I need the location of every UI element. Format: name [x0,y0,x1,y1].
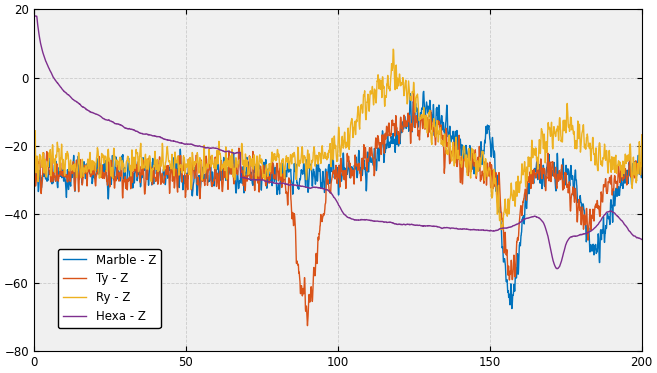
Marble - Z [561,180,569,184]
Ry - Z [389,47,397,51]
Ty - Z [304,323,311,328]
Ry - Z [497,228,505,232]
Ry - Z [638,133,646,137]
Hexa - Z [560,247,568,251]
Legend: Marble - Z, Ty - Z, Ry - Z, Hexa - Z: Marble - Z, Ty - Z, Ry - Z, Hexa - Z [58,249,161,328]
Marble - Z [290,164,298,169]
Marble - Z [638,143,646,147]
Marble - Z [626,173,634,177]
Ty - Z [290,213,298,218]
Ty - Z [410,91,418,96]
Hexa - Z [264,180,272,184]
Ry - Z [626,142,634,146]
Ry - Z [137,143,145,148]
Marble - Z [508,306,516,311]
Ry - Z [290,150,298,155]
Ty - Z [264,170,272,174]
Ty - Z [561,172,569,177]
Hexa - Z [137,131,145,135]
Line: Hexa - Z: Hexa - Z [35,16,642,269]
Line: Marble - Z: Marble - Z [35,91,642,308]
Ty - Z [32,147,39,152]
Marble - Z [101,167,108,172]
Hexa - Z [553,266,561,271]
Hexa - Z [101,117,108,121]
Line: Ry - Z: Ry - Z [35,49,642,230]
Ty - Z [137,178,145,183]
Ty - Z [626,162,634,166]
Ry - Z [32,129,39,133]
Marble - Z [137,185,145,189]
Ry - Z [264,174,272,178]
Hexa - Z [290,183,298,187]
Hexa - Z [638,237,646,242]
Marble - Z [264,168,272,172]
Marble - Z [32,145,39,150]
Marble - Z [420,89,428,94]
Ry - Z [561,118,569,122]
Line: Ty - Z: Ty - Z [35,94,642,326]
Hexa - Z [626,229,634,234]
Ry - Z [101,156,108,160]
Hexa - Z [32,14,39,18]
Ty - Z [638,133,646,137]
Ty - Z [101,175,108,180]
